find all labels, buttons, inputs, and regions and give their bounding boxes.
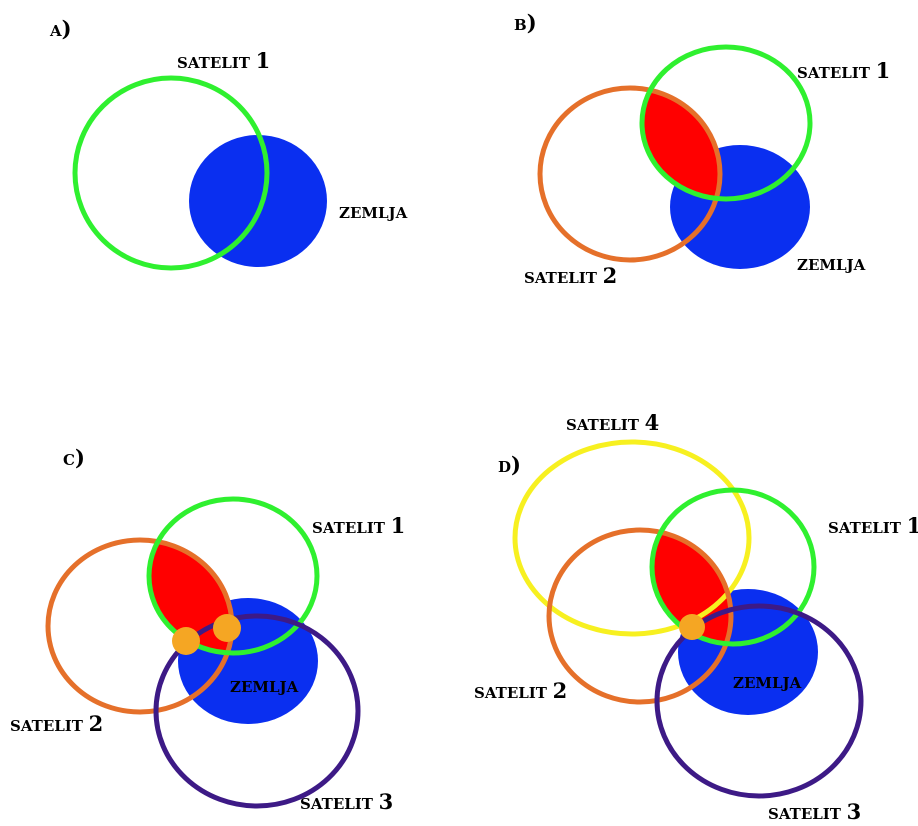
panel-a: A) SATELIT 1 ZEMLJA	[49, 16, 408, 271]
satellite-1-range-circle	[649, 487, 817, 647]
earth-label: ZEMLJA	[230, 678, 299, 696]
panel-d-letter: D)	[498, 452, 521, 477]
candidate-position-point	[213, 614, 241, 642]
panel-a-letter: A)	[49, 16, 72, 41]
receiver-position-point	[679, 614, 705, 640]
satellite-1-range-circle	[146, 496, 320, 656]
earth-label: ZEMLJA	[339, 204, 408, 222]
satellite-3-range-circle	[153, 613, 361, 809]
satellite-2-range-circle	[537, 85, 723, 263]
satellite-1-label: SATELIT 1	[312, 513, 405, 538]
satellite-1-label: SATELIT 1	[828, 513, 918, 538]
satellite-2-label: SATELIT 2	[524, 263, 617, 288]
satellite-2-range-circle	[546, 527, 734, 705]
earth-disc	[189, 135, 327, 267]
satellite-3-range-circle	[654, 603, 864, 799]
candidate-position-point	[172, 627, 200, 655]
satellite-1-range-circle	[639, 44, 813, 202]
satellite-4-range-circle	[512, 439, 752, 637]
panel-b: B) SATELIT 1 SATELIT 2 ZEMLJA	[514, 10, 890, 288]
panel-c: C) SATELIT 1 SATELIT 2 SATELIT 3 ZEMLJA	[10, 445, 405, 814]
panel-d: D) SATELIT 4 SATELIT 1 SATELIT 2 SATELIT…	[474, 410, 918, 824]
satellite-1-label: SATELIT 1	[177, 48, 270, 73]
satellite-1-range-circle	[72, 75, 270, 271]
satellite-2-label: SATELIT 2	[474, 678, 567, 703]
panel-b-letter: B)	[514, 10, 537, 35]
earth-label: ZEMLJA	[797, 256, 866, 274]
intersection-area	[652, 530, 731, 644]
satellite-4-label: SATELIT 4	[566, 410, 659, 435]
intersection-area	[642, 88, 720, 199]
intersection-area	[149, 540, 232, 653]
satellite-3-label: SATELIT 3	[768, 799, 861, 824]
satellite-1-label: SATELIT 1	[797, 58, 890, 83]
satellite-3-label: SATELIT 3	[300, 789, 393, 814]
earth-label: ZEMLJA	[733, 674, 802, 692]
satellite-2-label: SATELIT 2	[10, 711, 103, 736]
panel-c-letter: C)	[63, 445, 85, 470]
